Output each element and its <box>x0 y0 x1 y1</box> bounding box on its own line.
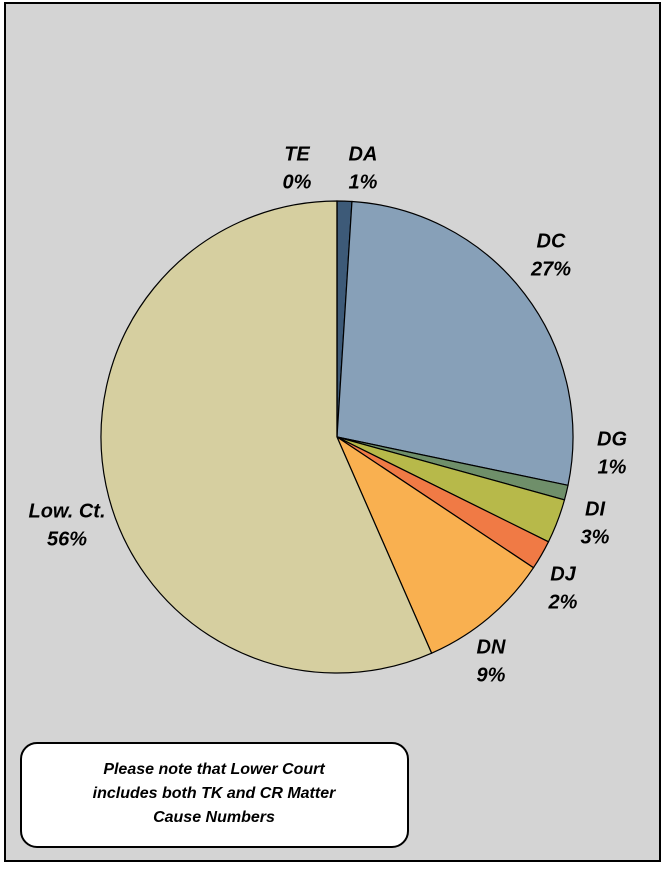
pie-slice <box>100 200 433 674</box>
slice-value-label: 1% <box>598 456 627 478</box>
slice-label: DC <box>537 230 566 252</box>
slice-value-label: 9% <box>477 664 506 686</box>
note-line: includes both TK and CR Matter <box>93 785 336 802</box>
note-line: Please note that Lower Court <box>103 761 325 778</box>
slice-value-label: 27% <box>530 258 571 280</box>
slice-label: DN <box>477 636 506 658</box>
slice-value-label: 1% <box>349 171 378 193</box>
slice-value-label: 0% <box>283 171 312 193</box>
slice-label: DI <box>585 498 605 520</box>
slice-label: DG <box>597 428 627 450</box>
pie-slice <box>335 435 535 654</box>
slice-value-label: 56% <box>47 528 87 550</box>
slice-label: TE <box>284 143 310 165</box>
slice-value-label: 3% <box>581 526 610 548</box>
slice-value-label: 2% <box>548 591 578 613</box>
slice-label: Low. Ct. <box>28 500 105 522</box>
slice-label: DJ <box>550 563 576 585</box>
pie-slice <box>336 200 574 487</box>
note-line: Cause Numbers <box>153 809 275 826</box>
note-box <box>20 742 409 848</box>
slice-label: DA <box>349 143 378 165</box>
